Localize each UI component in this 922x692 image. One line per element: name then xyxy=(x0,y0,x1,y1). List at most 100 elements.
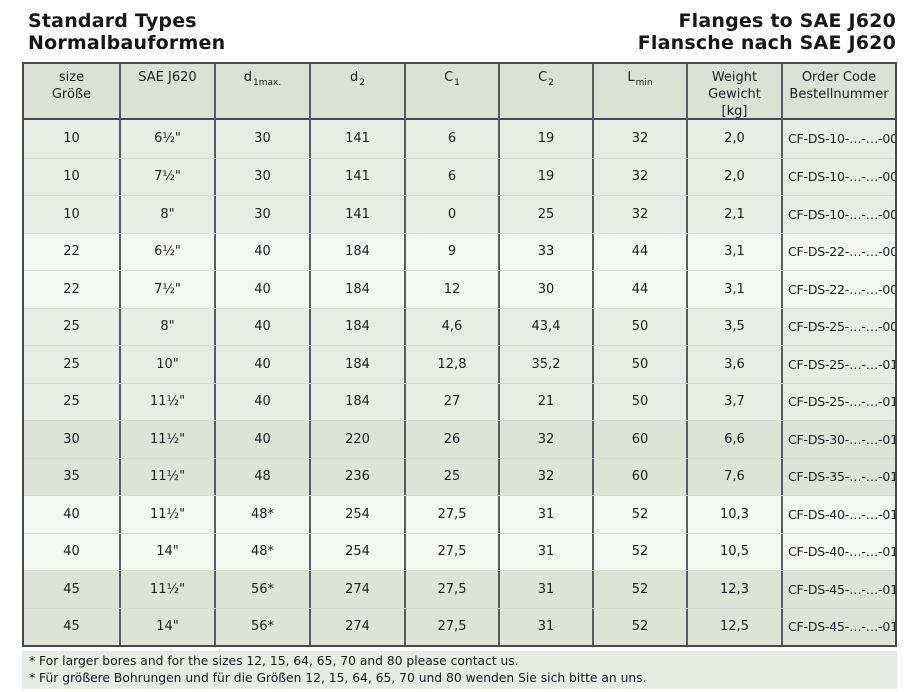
column-header-size: size Größe xyxy=(51,70,92,102)
cell-lmin: 60 xyxy=(592,458,686,495)
cell-c1: 27 xyxy=(404,383,498,420)
cell-weight: 7,6 xyxy=(686,458,781,495)
table-header-row: size Größe SAE J620 d1max. d2 C1 C2 Lmin Weight G… xyxy=(24,64,895,120)
cell-sae-j620: 6½" xyxy=(119,120,214,158)
cell-order-code: CF-DS-40-…-…-011 xyxy=(781,496,895,533)
right-title-english: Flanges to SAE J620 xyxy=(678,10,896,32)
cell-d1max: 40 xyxy=(214,233,309,270)
cell-d2: 141 xyxy=(309,120,404,158)
cell-c1: 25 xyxy=(404,458,498,495)
cell-c2: 19 xyxy=(498,120,592,158)
cell-lmin: 50 xyxy=(592,308,686,345)
column-header-d2: d2 xyxy=(309,64,404,120)
cell-d2: 184 xyxy=(309,383,404,420)
cell-order-code: CF-DS-45-…-…-014 xyxy=(781,608,895,645)
table-row: 25 8" 40 184 4,6 43,4 50 3,5 CF-DS-25-…-…-008 xyxy=(24,307,895,345)
cell-lmin: 50 xyxy=(592,346,686,383)
cell-d1max: 30 xyxy=(214,158,309,195)
cell-sae-j620: 14" xyxy=(119,533,214,570)
cell-sae-j620: 7½" xyxy=(119,158,214,195)
cell-d2: 236 xyxy=(309,458,404,495)
table-row: 22 7½" 40 184 12 30 44 3,1 CF-DS-22-…-…-007 xyxy=(24,270,895,308)
cell-weight: 2,1 xyxy=(686,196,781,233)
table-row: 40 14" 48* 254 27,5 31 52 10,5 CF-DS-40-…-…-014 xyxy=(24,532,895,570)
cell-c2: 32 xyxy=(498,458,592,495)
cell-size: 40 xyxy=(63,506,80,522)
cell-sae-j620: 11½" xyxy=(119,383,214,420)
cell-weight: 3,6 xyxy=(686,346,781,383)
cell-order-code: CF-DS-22-…-…-006 xyxy=(781,233,895,270)
cell-weight: 2,0 xyxy=(686,120,781,158)
cell-c2: 43,4 xyxy=(498,308,592,345)
cell-c1: 6 xyxy=(404,120,498,158)
cell-c2: 35,2 xyxy=(498,346,592,383)
cell-sae-j620: 14" xyxy=(119,608,214,645)
column-header-lmin: Lmin xyxy=(592,64,686,120)
footnote-line: * Für größere Bohrungen und für die Größ… xyxy=(29,670,647,685)
cell-size: 45 xyxy=(63,619,80,635)
title-german: Normalbauformen xyxy=(28,32,226,54)
cell-c2: 25 xyxy=(498,196,592,233)
column-header-c2: C2 xyxy=(498,64,592,120)
cell-order-code: CF-DS-10-…-…-007 xyxy=(781,158,895,195)
cell-d1max: 48* xyxy=(214,496,309,533)
cell-d2: 274 xyxy=(309,571,404,608)
cell-c2: 31 xyxy=(498,496,592,533)
cell-order-code: CF-DS-22-…-…-007 xyxy=(781,271,895,308)
cell-d2: 184 xyxy=(309,271,404,308)
cell-lmin: 50 xyxy=(592,383,686,420)
cell-d2: 254 xyxy=(309,496,404,533)
cell-d2: 254 xyxy=(309,533,404,570)
cell-lmin: 44 xyxy=(592,233,686,270)
cell-d1max: 48* xyxy=(214,533,309,570)
column-header-order-code: Order Code Bestellnummer xyxy=(781,64,895,120)
cell-sae-j620: 7½" xyxy=(119,271,214,308)
cell-order-code: CF-DS-25-…-…-010 xyxy=(781,346,895,383)
page-header: Standard Types Normalbauformen Flanges t… xyxy=(28,10,896,54)
cell-c1: 27,5 xyxy=(404,571,498,608)
cell-lmin: 52 xyxy=(592,533,686,570)
cell-d2: 184 xyxy=(309,308,404,345)
table-body: 10 6½" 30 141 6 19 32 2,0 CF-DS-10-…-…-006 10 7½" 3… xyxy=(24,120,895,645)
cell-order-code: CF-DS-30-…-…-011 xyxy=(781,421,895,458)
cell-size: 45 xyxy=(63,581,80,597)
cell-d1max: 40 xyxy=(214,271,309,308)
cell-weight: 3,1 xyxy=(686,233,781,270)
cell-order-code: CF-DS-45-…-…-011 xyxy=(781,571,895,608)
cell-c1: 27,5 xyxy=(404,533,498,570)
cell-d2: 184 xyxy=(309,346,404,383)
cell-lmin: 32 xyxy=(592,120,686,158)
table-row: 10 7½" 30 141 6 19 32 2,0 CF-DS-10-…-…-007 xyxy=(24,157,895,195)
cell-sae-j620: 11½" xyxy=(119,458,214,495)
cell-d1max: 56* xyxy=(214,571,309,608)
cell-c2: 30 xyxy=(498,271,592,308)
cell-c1: 27,5 xyxy=(404,496,498,533)
cell-d1max: 56* xyxy=(214,608,309,645)
cell-d2: 141 xyxy=(309,196,404,233)
cell-weight: 12,5 xyxy=(686,608,781,645)
cell-size: 35 xyxy=(63,469,80,485)
cell-order-code: CF-DS-35-…-…-011 xyxy=(781,458,895,495)
cell-order-code: CF-DS-25-…-…-008 xyxy=(781,308,895,345)
cell-order-code: CF-DS-25-…-…-011 xyxy=(781,383,895,420)
cell-c1: 9 xyxy=(404,233,498,270)
cell-c1: 4,6 xyxy=(404,308,498,345)
table-row: 25 11½" 40 184 27 21 50 3,7 CF-DS-25-…-…-011 xyxy=(24,382,895,420)
cell-lmin: 32 xyxy=(592,158,686,195)
footnotes: * For larger bores and for the sizes 12,… xyxy=(22,651,897,689)
cell-size: 10 xyxy=(63,131,80,147)
cell-sae-j620: 8" xyxy=(119,196,214,233)
title-english: Standard Types xyxy=(28,10,197,32)
cell-c1: 12,8 xyxy=(404,346,498,383)
column-header-d1max: d1max. xyxy=(214,64,309,120)
cell-c2: 31 xyxy=(498,608,592,645)
cell-lmin: 60 xyxy=(592,421,686,458)
cell-c1: 6 xyxy=(404,158,498,195)
cell-d2: 220 xyxy=(309,421,404,458)
cell-d2: 274 xyxy=(309,608,404,645)
title-left: Standard Types Normalbauformen xyxy=(28,10,225,54)
cell-size: 40 xyxy=(63,544,80,560)
cell-size: 10 xyxy=(63,206,80,222)
cell-c2: 32 xyxy=(498,421,592,458)
